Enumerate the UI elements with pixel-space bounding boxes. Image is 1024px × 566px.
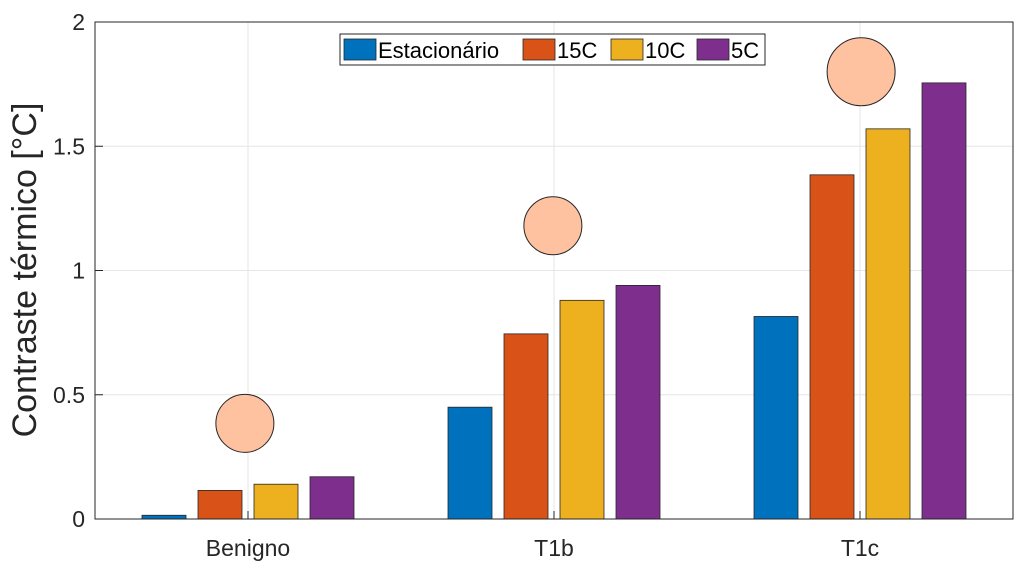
marker-circle-t1c (826, 37, 896, 107)
legend-label: 5C (731, 38, 759, 63)
bar-15c-t1c (809, 174, 855, 520)
bar-estacion-rio-t1b (447, 406, 493, 520)
legend-label: 15C (557, 38, 597, 63)
bar-15c-benigno (197, 490, 243, 520)
legend-swatch (343, 38, 377, 61)
marker-circle-benigno (215, 393, 275, 453)
bar-10c-t1c (865, 128, 911, 520)
bar-5c-benigno (309, 476, 355, 520)
legend-swatch (696, 38, 730, 61)
bar-10c-t1b (559, 299, 605, 520)
legend-swatch (522, 38, 556, 61)
legend: Estacionário 15C 10C 5C (339, 33, 766, 66)
y-tick-label: 1.5 (53, 133, 85, 159)
y-axis-label: Contraste térmico [°C] (6, 103, 44, 438)
y-tick-label: 0 (72, 506, 85, 532)
y-tick-label: 1 (72, 258, 85, 284)
bar-10c-benigno (253, 483, 299, 520)
y-tick-label: 0.5 (53, 382, 85, 408)
bar-5c-t1b (615, 285, 661, 520)
bar-5c-t1c (921, 82, 967, 520)
legend-label: 10C (645, 38, 685, 63)
y-axis-ticks: 0 0.5 1 1.5 2 (53, 9, 103, 532)
x-tick-label: Benigno (206, 535, 290, 561)
x-axis-ticks: Benigno T1b T1c (206, 511, 879, 561)
y-tick-label: 2 (72, 9, 85, 35)
x-tick-label: T1c (841, 535, 879, 561)
bar-15c-t1b (503, 333, 549, 520)
legend-swatch (610, 38, 644, 61)
marker-circle-t1b (523, 196, 583, 256)
legend-label: Estacionário (378, 38, 499, 63)
bar-estacion-rio-benigno (141, 514, 187, 520)
bars (141, 82, 967, 520)
bar-estacion-rio-t1c (753, 316, 799, 520)
x-tick-label: T1b (534, 535, 574, 561)
circle-markers (215, 37, 896, 453)
